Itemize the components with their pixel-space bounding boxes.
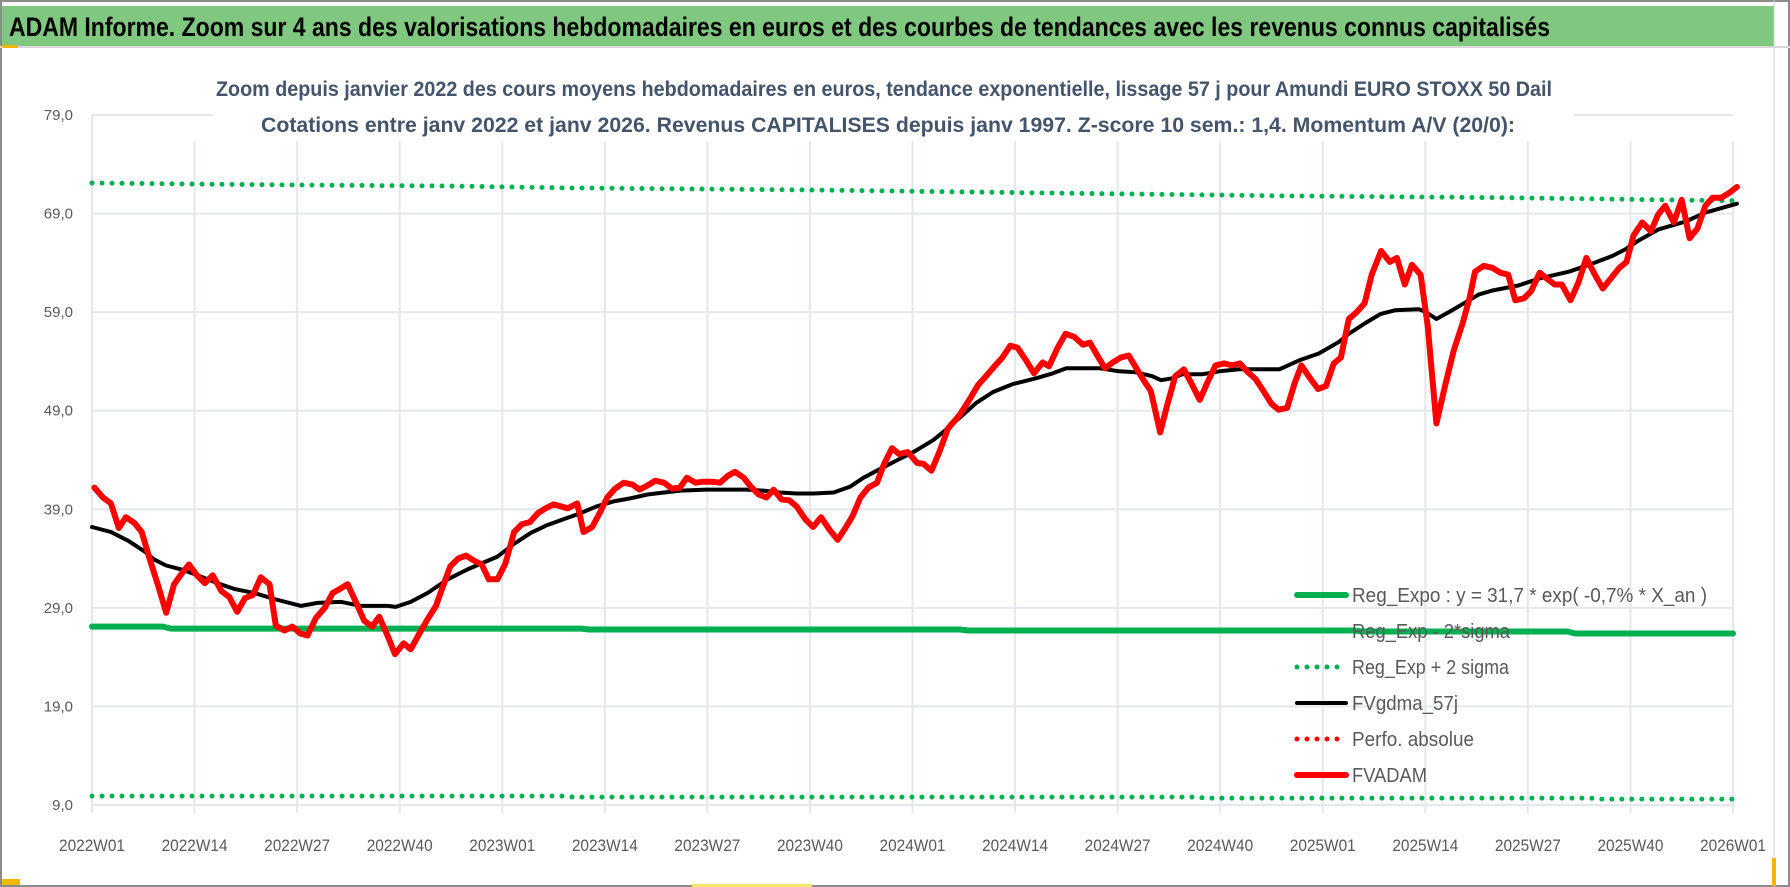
chart-subtitle: Cotations entre janv 2022 et janv 2026. … bbox=[261, 114, 1515, 137]
x-tick-label: 2025W40 bbox=[1597, 836, 1663, 855]
x-tick-label: 2025W14 bbox=[1392, 836, 1458, 855]
y-tick-label: 39,0 bbox=[44, 501, 73, 518]
y-tick-label: 79,0 bbox=[44, 107, 73, 124]
selection-handle bbox=[692, 884, 812, 887]
series-reg-exp-2-sigma bbox=[89, 793, 1736, 802]
x-tick-label: 2025W01 bbox=[1290, 836, 1356, 855]
selection-handle bbox=[2, 45, 18, 48]
series-fvgdma-57j bbox=[90, 201, 1739, 609]
legend-label: Reg_Expo : y = 31,7 * exp( -0,7% * X_an … bbox=[1352, 585, 1707, 607]
legend-label: Perfo. absolue bbox=[1352, 729, 1474, 751]
x-tick-label: 2022W40 bbox=[367, 836, 433, 855]
legend-label: FVgdma_57j bbox=[1352, 693, 1458, 715]
x-tick-label: 2022W27 bbox=[264, 836, 330, 855]
y-axis: 79,0 69,0 59,0 49,0 39,0 29,0 19,0 9,0 bbox=[44, 107, 73, 814]
series-reg-exp-2-sigma bbox=[89, 180, 1736, 204]
y-tick-label: 19,0 bbox=[44, 698, 73, 715]
x-tick-label: 2023W40 bbox=[777, 836, 843, 855]
chart-title: Zoom depuis janvier 2022 des cours moyen… bbox=[216, 78, 1552, 101]
y-tick-label: 9,0 bbox=[52, 797, 73, 814]
y-tick-label: 29,0 bbox=[44, 600, 73, 617]
legend-label: Reg_Exp + 2 sigma bbox=[1352, 657, 1510, 679]
series-reg-expo bbox=[89, 623, 1736, 637]
x-tick-label: 2025W27 bbox=[1495, 836, 1561, 855]
y-tick-label: 59,0 bbox=[44, 304, 73, 321]
selection-handle bbox=[1772, 858, 1776, 886]
x-tick-label: 2026W01 bbox=[1700, 836, 1766, 855]
x-tick-label: 2024W01 bbox=[880, 836, 946, 855]
series-layer bbox=[89, 180, 1740, 802]
x-tick-label: 2024W27 bbox=[1085, 836, 1151, 855]
selection-handle bbox=[2, 879, 20, 885]
header-band bbox=[2, 6, 1774, 46]
gridlines bbox=[91, 114, 1734, 813]
x-tick-label: 2023W14 bbox=[572, 836, 638, 855]
legend: Reg_Expo : y = 31,7 * exp( -0,7% * X_an … bbox=[1294, 585, 1707, 787]
x-tick-label: 2024W40 bbox=[1187, 836, 1253, 855]
x-axis: 2022W01 2022W14 2022W27 2022W40 2023W01 2023W… bbox=[59, 836, 1766, 855]
x-tick-label: 2024W14 bbox=[982, 836, 1048, 855]
x-tick-label: 2023W27 bbox=[674, 836, 740, 855]
x-tick-label: 2022W14 bbox=[162, 836, 228, 855]
legend-label: Reg_Exp - 2*sigma bbox=[1352, 621, 1511, 643]
series-fvadam bbox=[91, 184, 1740, 658]
header-title: ADAM Informe. Zoom sur 4 ans des valoris… bbox=[9, 12, 1550, 42]
x-tick-label: 2023W01 bbox=[469, 836, 535, 855]
y-tick-label: 69,0 bbox=[44, 206, 73, 223]
legend-label: FVADAM bbox=[1352, 765, 1427, 787]
x-tick-label: 2022W01 bbox=[59, 836, 125, 855]
y-tick-label: 49,0 bbox=[44, 403, 73, 420]
